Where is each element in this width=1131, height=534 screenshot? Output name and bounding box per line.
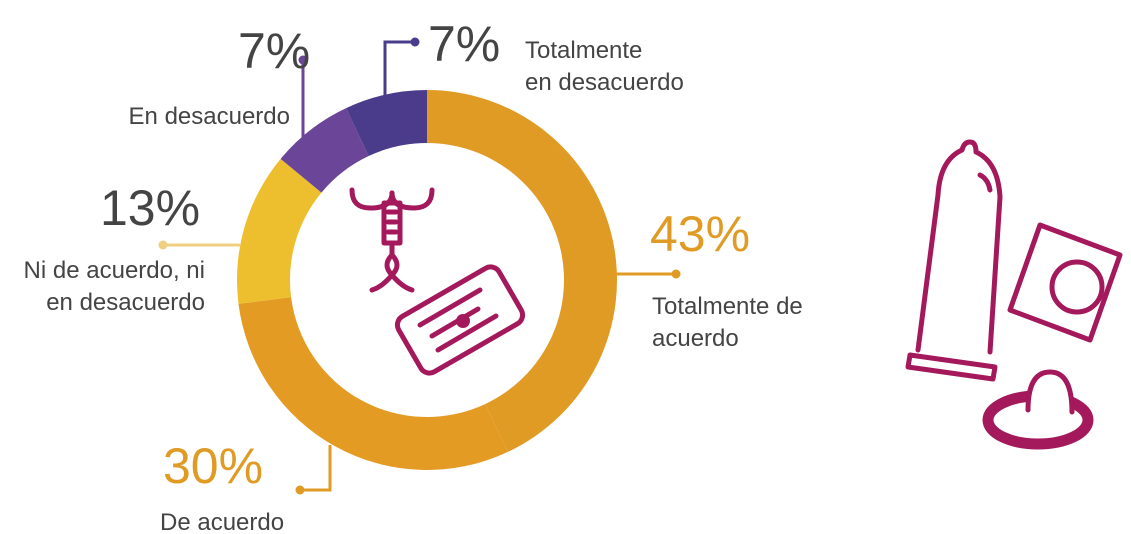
value-label: 30% bbox=[163, 438, 263, 494]
pill-card-icon bbox=[394, 263, 526, 376]
value-label: 7% bbox=[428, 16, 500, 72]
chart: 43% Totalmente deacuerdo 30% De acuerdo 13% N… bbox=[0, 0, 1131, 534]
leader-line bbox=[300, 445, 330, 490]
leader-dot bbox=[296, 486, 305, 495]
condom-icon bbox=[908, 142, 1120, 444]
leader-line bbox=[385, 42, 415, 98]
category-label: En desacuerdo bbox=[129, 103, 290, 130]
leader-dot bbox=[159, 241, 168, 250]
value-label: 13% bbox=[100, 180, 200, 236]
category-label: De acuerdo bbox=[160, 509, 284, 534]
value-label: 7% bbox=[238, 23, 310, 79]
iud-icon bbox=[352, 190, 432, 290]
leader-dot bbox=[672, 270, 681, 279]
donut-segment bbox=[427, 90, 617, 452]
leader-dot bbox=[411, 38, 420, 47]
value-label: 43% bbox=[650, 206, 750, 262]
